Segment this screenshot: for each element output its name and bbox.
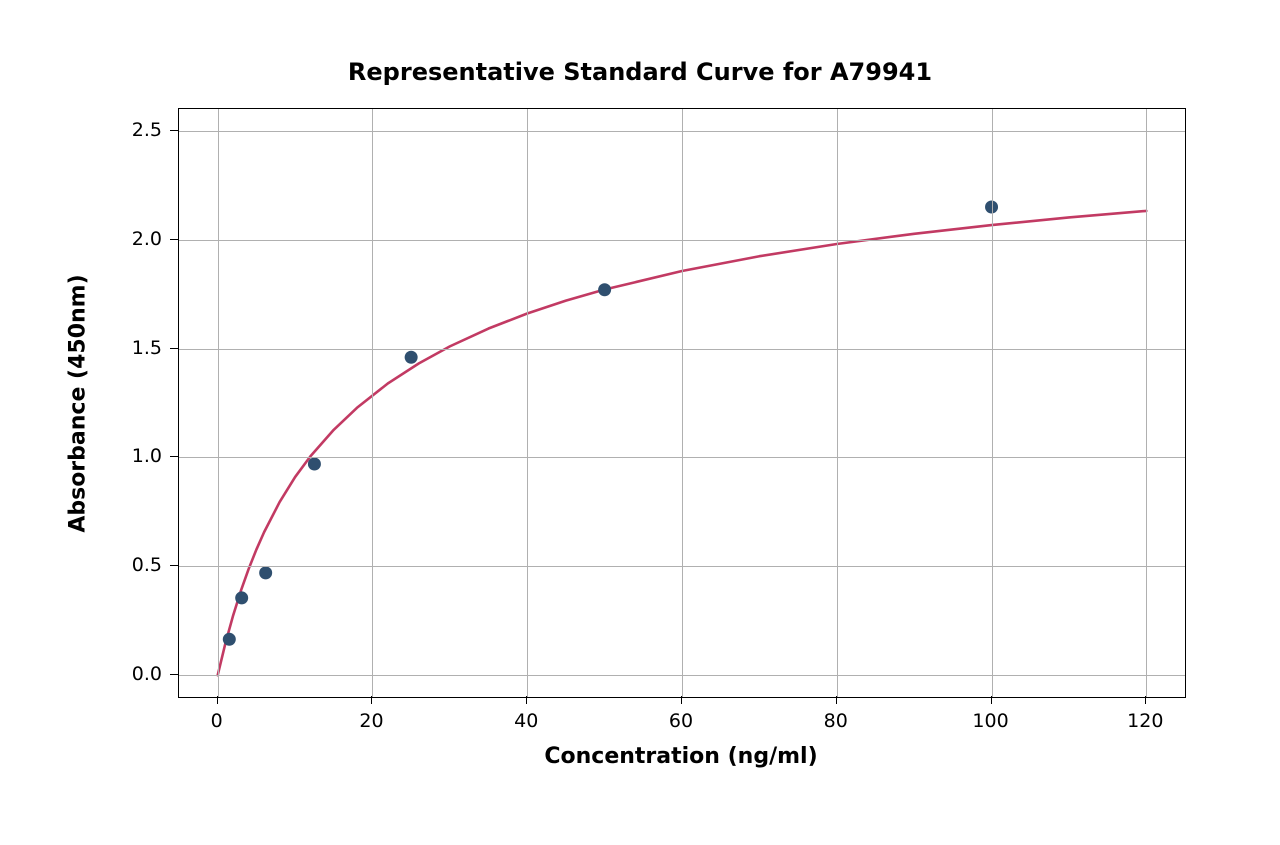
chart-title: Representative Standard Curve for A79941 bbox=[0, 58, 1280, 86]
y-tick-mark bbox=[170, 239, 178, 240]
y-tick-mark bbox=[170, 456, 178, 457]
grid-line-vertical bbox=[527, 109, 528, 697]
x-tick-mark bbox=[836, 696, 837, 704]
grid-line-horizontal bbox=[179, 457, 1185, 458]
x-tick-mark bbox=[681, 696, 682, 704]
x-axis-label: Concentration (ng/ml) bbox=[178, 744, 1184, 769]
x-tick-mark bbox=[371, 696, 372, 704]
x-tick-label: 40 bbox=[514, 710, 538, 732]
data-point bbox=[223, 633, 236, 646]
grid-line-vertical bbox=[682, 109, 683, 697]
y-tick-mark bbox=[170, 348, 178, 349]
x-tick-label: 60 bbox=[669, 710, 693, 732]
grid-line-horizontal bbox=[179, 131, 1185, 132]
grid-line-vertical bbox=[218, 109, 219, 697]
data-point bbox=[235, 591, 248, 604]
data-point bbox=[598, 283, 611, 296]
y-tick-label: 0.0 bbox=[112, 663, 162, 685]
y-tick-label: 2.0 bbox=[112, 228, 162, 250]
x-tick-label: 20 bbox=[359, 710, 383, 732]
x-tick-mark bbox=[1145, 696, 1146, 704]
x-tick-label: 100 bbox=[972, 710, 1008, 732]
y-tick-mark bbox=[170, 130, 178, 131]
x-tick-label: 80 bbox=[824, 710, 848, 732]
y-tick-mark bbox=[170, 674, 178, 675]
x-tick-label: 120 bbox=[1127, 710, 1163, 732]
grid-line-horizontal bbox=[179, 566, 1185, 567]
y-tick-label: 1.0 bbox=[112, 445, 162, 467]
y-axis-label: Absorbance (450nm) bbox=[66, 110, 91, 698]
figure: Representative Standard Curve for A79941… bbox=[0, 0, 1280, 845]
x-tick-mark bbox=[991, 696, 992, 704]
y-tick-mark bbox=[170, 565, 178, 566]
grid-line-horizontal bbox=[179, 240, 1185, 241]
grid-line-vertical bbox=[837, 109, 838, 697]
y-tick-label: 2.5 bbox=[112, 119, 162, 141]
grid-line-horizontal bbox=[179, 349, 1185, 350]
grid-line-vertical bbox=[1146, 109, 1147, 697]
grid-line-horizontal bbox=[179, 675, 1185, 676]
data-point bbox=[259, 566, 272, 579]
data-point bbox=[308, 457, 321, 470]
x-tick-mark bbox=[526, 696, 527, 704]
data-point bbox=[405, 351, 418, 364]
x-tick-label: 0 bbox=[211, 710, 223, 732]
plot-area bbox=[178, 108, 1186, 698]
y-tick-label: 0.5 bbox=[112, 554, 162, 576]
grid-line-vertical bbox=[372, 109, 373, 697]
y-tick-label: 1.5 bbox=[112, 337, 162, 359]
grid-line-vertical bbox=[992, 109, 993, 697]
x-tick-mark bbox=[217, 696, 218, 704]
